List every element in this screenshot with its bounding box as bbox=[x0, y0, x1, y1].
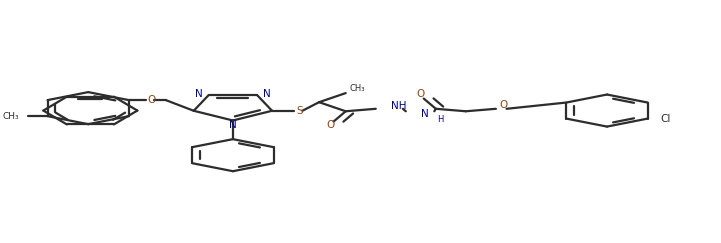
Text: Cl: Cl bbox=[660, 113, 671, 124]
Text: NH: NH bbox=[392, 101, 407, 111]
Text: S: S bbox=[296, 106, 303, 116]
Text: N: N bbox=[263, 89, 271, 99]
Text: N: N bbox=[229, 120, 236, 130]
Text: H: H bbox=[437, 114, 443, 123]
Text: CH₃: CH₃ bbox=[349, 84, 365, 93]
Text: O: O bbox=[499, 100, 507, 110]
Text: O: O bbox=[326, 120, 334, 130]
Text: O: O bbox=[148, 95, 156, 105]
Text: CH₃: CH₃ bbox=[2, 112, 19, 121]
Text: O: O bbox=[416, 89, 424, 99]
Text: N: N bbox=[422, 109, 429, 119]
Text: N: N bbox=[195, 89, 203, 99]
